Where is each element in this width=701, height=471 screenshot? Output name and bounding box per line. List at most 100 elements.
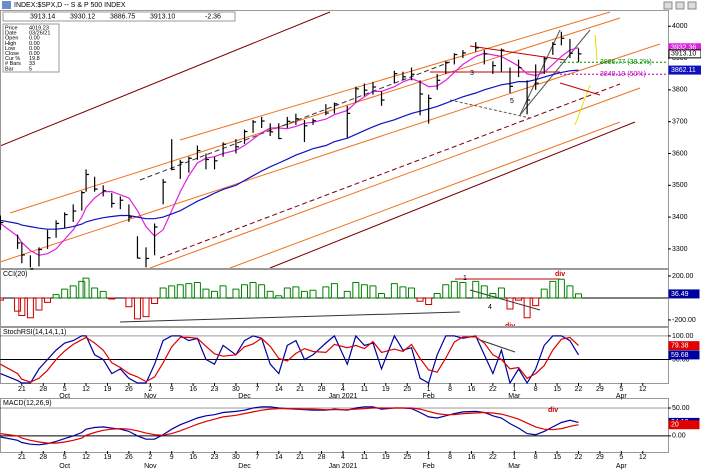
header-values: 3913.14 3930.12 3886.75 3913.10 -2.36 (2, 11, 236, 22)
level-label: 3886.77 (38.2%) (600, 59, 652, 66)
x-tick-label: 2 (148, 386, 152, 393)
month-label: Feb (423, 393, 435, 400)
y-tick-label: 3600 (672, 150, 688, 157)
x-tick-label: 16 (468, 454, 476, 461)
indicator-line (0, 407, 579, 444)
histogram-bar (300, 290, 308, 299)
y-tick-label: 0.00 (672, 433, 686, 440)
level-label: 3849.19 (50%) (600, 71, 646, 78)
x-tick-label: 14 (275, 454, 283, 461)
histogram-bar (26, 297, 34, 319)
y-tick-label: 100.00 (672, 333, 694, 340)
info-label: Close (5, 51, 19, 57)
histogram-bar (390, 283, 398, 299)
histogram-bar (330, 283, 338, 299)
info-value: 5 (29, 66, 32, 72)
histogram-bar (549, 280, 557, 299)
x-tick-label: 30 (232, 454, 240, 461)
x-tick-label: 5 (619, 386, 623, 393)
x-tick-label: 26 (125, 386, 133, 393)
info-label: Date (5, 31, 17, 37)
histogram-bar (566, 285, 574, 299)
histogram-bar (168, 285, 176, 299)
histogram-bar (151, 297, 159, 304)
info-value: 0.00 (29, 51, 40, 57)
y-tick-label: 200.00 (672, 273, 694, 280)
histogram-bar (360, 284, 368, 299)
histogram-bar (352, 282, 360, 299)
histogram-bar (249, 282, 257, 299)
close-button[interactable] (687, 1, 697, 10)
histogram-bar (258, 284, 266, 299)
value-box-label: 20 (671, 422, 679, 429)
x-tick-label: 23 (211, 386, 219, 393)
info-value: 0.00 (29, 36, 40, 42)
x-tick-label: 5 (619, 454, 623, 461)
histogram-bar (540, 288, 548, 299)
histogram-bar (523, 297, 531, 319)
histogram-bar (275, 295, 283, 299)
info-label: Open (5, 36, 18, 42)
x-tick-label: 21 (296, 386, 304, 393)
value-box-label: 3932.36 (671, 45, 696, 52)
info-value: 33 (29, 61, 35, 67)
divergence-label: div (555, 271, 565, 278)
x-tick-label: 11 (361, 386, 368, 393)
x-tick-label: 11 (361, 454, 368, 461)
histogram-bar (14, 297, 22, 312)
x-tick-label: 28 (318, 386, 326, 393)
x-tick-label: 12 (82, 386, 90, 393)
info-label: Low (5, 46, 15, 52)
value-box-label: 79.38 (671, 342, 689, 349)
panel-title: CCI(20) (3, 271, 28, 278)
info-label: High (5, 41, 16, 47)
histogram-bar (489, 293, 497, 299)
y-tick-label: 3900 (672, 55, 688, 62)
info-value: 0.00 (29, 46, 40, 52)
header-close: 3913.10 (150, 13, 175, 20)
info-label: Cur % (5, 56, 20, 62)
histogram-bar (99, 290, 107, 299)
x-tick-label: 9 (170, 454, 174, 461)
histogram-bar (480, 285, 488, 299)
x-tick-label: 1 (512, 454, 516, 461)
y-tick-label: 50.00 (672, 405, 690, 412)
maximize-button[interactable] (675, 1, 685, 10)
header-high: 3930.12 (70, 13, 95, 20)
value-box-label: 3862.11 (671, 67, 696, 74)
panel-frame (0, 10, 669, 269)
histogram-bar (35, 297, 43, 311)
histogram-bar (292, 286, 300, 299)
value-box-label: 3913.10 (671, 51, 696, 58)
x-tick-label: 28 (318, 454, 326, 461)
x-tick-label: 28 (39, 386, 47, 393)
histogram-bar (506, 297, 514, 310)
histogram-bar (176, 284, 184, 299)
x-tick-label: 8 (448, 386, 452, 393)
x-tick-label: 22 (489, 386, 497, 393)
histogram-bar (125, 297, 133, 308)
value-box (668, 65, 701, 75)
header-change: -2.36 (205, 13, 221, 20)
histogram-bar (399, 286, 407, 299)
histogram-bar (416, 297, 424, 302)
info-value: 03/26/21 (29, 31, 50, 37)
minimize-button[interactable] (663, 1, 673, 10)
info-value: 19.8 (29, 56, 40, 62)
x-tick-label: 9 (170, 386, 174, 393)
info-label: # Bars (5, 61, 21, 67)
histogram-bar (44, 297, 52, 303)
wave-label: 3 (470, 70, 474, 77)
y-tick-label: 3400 (672, 214, 688, 221)
histogram-bar (91, 287, 99, 299)
month-label: Apr (616, 463, 628, 470)
x-tick-label: 25 (403, 454, 411, 461)
indicator-line (0, 336, 579, 383)
month-label: Oct (59, 463, 70, 470)
histogram-bar (575, 293, 583, 299)
x-tick-label: 5 (63, 386, 67, 393)
x-tick-label: 8 (534, 454, 538, 461)
header-open: 3913.14 (30, 13, 55, 20)
y-tick-label: 3800 (672, 87, 688, 94)
x-tick-label: 26 (125, 454, 133, 461)
